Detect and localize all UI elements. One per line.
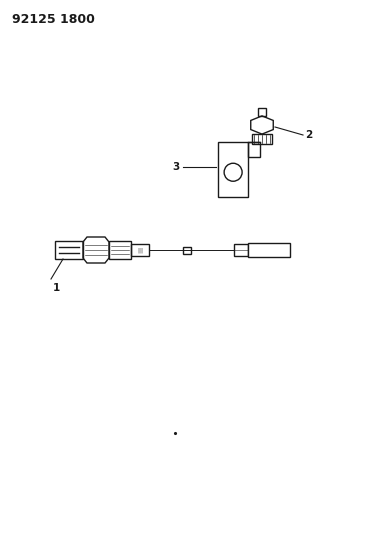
Bar: [183, 246, 191, 254]
Bar: [234, 244, 248, 256]
Bar: [109, 241, 131, 259]
Bar: [55, 241, 83, 259]
Bar: [218, 142, 248, 197]
Bar: [248, 243, 290, 257]
Text: |||: |||: [137, 247, 143, 253]
Text: 3: 3: [173, 161, 180, 172]
Text: 92125 1800: 92125 1800: [12, 13, 95, 26]
Bar: [248, 142, 260, 157]
Text: 2: 2: [305, 130, 312, 140]
Bar: [258, 108, 266, 116]
Bar: [131, 244, 149, 256]
Text: 1: 1: [53, 283, 60, 293]
Bar: [252, 134, 272, 144]
